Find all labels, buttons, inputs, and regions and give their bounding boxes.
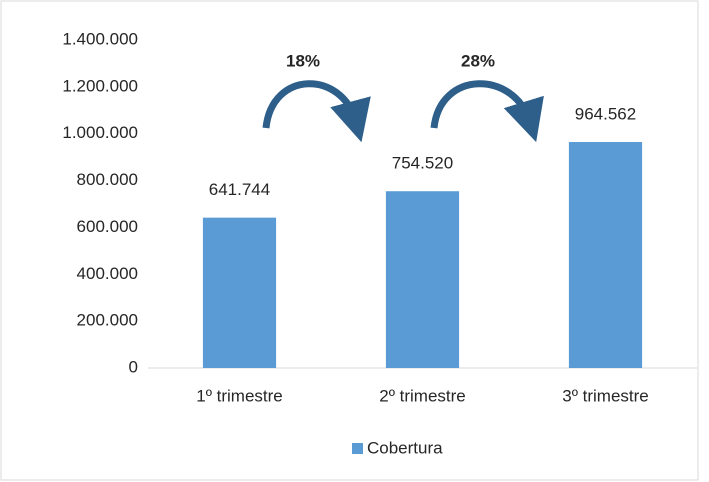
y-tick-label: 200.000 xyxy=(77,311,138,330)
y-tick-label: 400.000 xyxy=(77,264,138,283)
data-label: 641.744 xyxy=(209,180,270,199)
data-label: 964.562 xyxy=(575,105,636,124)
growth-arrow xyxy=(430,80,544,143)
annotation: 28% xyxy=(461,51,495,70)
data-label: 754.520 xyxy=(392,154,453,173)
annotation: 18% xyxy=(286,51,320,70)
x-tick-label: 1º trimestre xyxy=(196,386,283,405)
y-tick-label: 1.400.000 xyxy=(62,29,138,48)
x-tick-label: 3º trimestre xyxy=(562,386,649,405)
y-tick-label: 0 xyxy=(129,357,138,376)
y-tick-label: 1.200.000 xyxy=(62,76,138,95)
y-tick-label: 800.000 xyxy=(77,170,138,189)
x-tick-label: 2º trimestre xyxy=(379,386,466,405)
bar xyxy=(568,142,643,368)
legend-label: Cobertura xyxy=(367,438,443,457)
y-tick-label: 1.000.000 xyxy=(62,123,138,142)
growth-arrow xyxy=(262,80,371,143)
y-tick-label: 600.000 xyxy=(77,217,138,236)
bar xyxy=(385,191,460,368)
legend-swatch xyxy=(352,443,363,454)
bar xyxy=(202,217,277,368)
